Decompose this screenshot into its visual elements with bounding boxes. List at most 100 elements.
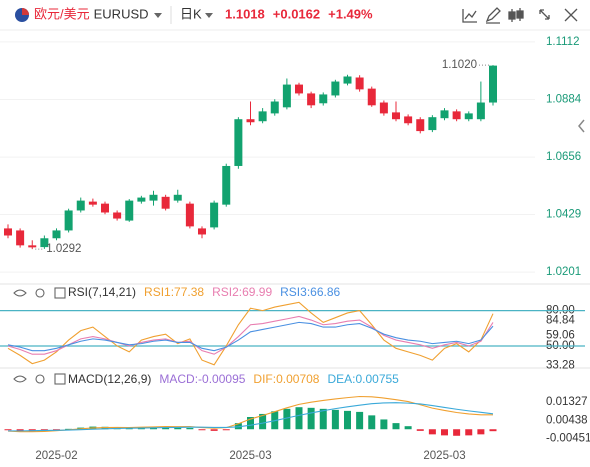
macd-bar	[4, 429, 12, 431]
collapse-icon[interactable]	[578, 119, 585, 133]
candle-body	[161, 196, 170, 209]
candle-body	[210, 202, 219, 228]
candle-body	[52, 230, 61, 239]
price-annotation: 1.0292	[46, 243, 81, 255]
candle-body	[404, 116, 413, 124]
y-tick-label: 1.0884	[546, 94, 582, 106]
dropdown-icon[interactable]	[154, 13, 162, 18]
candle-body	[113, 212, 122, 219]
macd-bar	[222, 429, 230, 431]
price: 1.1018	[225, 6, 265, 21]
candle-body	[40, 238, 49, 248]
symbol-code: EURUSD	[94, 6, 149, 21]
legend-entry: RSI1:77.38	[144, 285, 204, 299]
draw-icon[interactable]	[485, 7, 501, 24]
candle-body	[367, 88, 376, 106]
candle-body	[222, 165, 231, 205]
y-tick-label: 59.06	[546, 329, 575, 341]
candle-body	[258, 111, 267, 122]
checkbox-icon[interactable]	[54, 373, 66, 385]
macd-line	[8, 402, 494, 432]
fullscreen-icon[interactable]	[539, 9, 550, 20]
macd-bar	[186, 428, 194, 430]
y-tick-label: 0.00438	[546, 414, 588, 426]
y-tick-label: 1.0201	[546, 266, 581, 278]
macd-bar	[210, 429, 218, 431]
macd-bar	[319, 408, 327, 430]
candle-body	[270, 101, 279, 114]
macd-bar	[465, 429, 473, 436]
candle-body	[234, 119, 243, 166]
candle-body	[4, 228, 12, 236]
candle-body	[64, 210, 73, 231]
candle-body	[440, 110, 449, 119]
eye-icon[interactable]	[13, 375, 27, 383]
candle-icon[interactable]	[508, 8, 524, 22]
candle-body	[185, 203, 194, 227]
eye-icon[interactable]	[13, 289, 27, 297]
macd-bar	[477, 429, 485, 435]
candle-body	[28, 245, 37, 248]
macd-bar	[283, 408, 291, 430]
candle-body	[16, 230, 25, 246]
y-tick-label: -0.00451	[546, 432, 590, 444]
y-tick-label: 1.0429	[546, 209, 581, 221]
x-tick-label: 2025-02	[35, 450, 77, 462]
indicator-line	[7, 321, 494, 352]
x-tick-label: 2025-03	[229, 450, 271, 462]
candle-body	[198, 228, 206, 235]
candle-body	[76, 200, 85, 211]
macd-bar	[428, 429, 436, 435]
candle-body	[173, 194, 182, 201]
macd-line	[7, 395, 494, 433]
macd-bar	[16, 429, 24, 431]
candle-body	[246, 119, 255, 123]
symbol-name: 欧元/美元	[34, 6, 90, 21]
candle-body	[355, 77, 364, 90]
panel-title: MACD(12,26,9)	[68, 372, 151, 386]
dropdown-icon[interactable]	[205, 13, 213, 18]
candle-body	[343, 76, 352, 84]
macd-bar	[174, 427, 182, 430]
candle-body	[137, 197, 146, 202]
candle-body	[307, 93, 316, 106]
gear-icon[interactable]	[35, 288, 45, 298]
candle-body	[88, 201, 97, 205]
candle-body	[149, 194, 158, 201]
macd-bar	[295, 407, 303, 430]
header: 欧元/美元 EURUSD 日K 1.1018 +0.0162 +1.49%	[15, 6, 578, 24]
candle-body	[416, 119, 425, 132]
period[interactable]: 日K	[180, 6, 202, 21]
gear-icon[interactable]	[35, 374, 45, 384]
macd-bar	[344, 410, 351, 430]
macd-bar	[489, 429, 497, 432]
candle-body	[295, 84, 303, 94]
y-tick-label: 0.01327	[546, 396, 588, 408]
candle-body	[489, 65, 497, 103]
legend-entry: RSI3:66.86	[280, 285, 340, 299]
macd-bar	[441, 429, 448, 436]
candle-body	[319, 94, 328, 104]
legend-entry: MACD:-0.00095	[159, 372, 245, 386]
candle-body	[392, 112, 400, 120]
legend-entry: RSI2:69.99	[212, 285, 272, 299]
close-icon[interactable]	[564, 8, 578, 22]
indicator-line	[7, 301, 494, 366]
candle-body	[464, 113, 473, 120]
macd-bar	[404, 426, 412, 430]
panel-title: RSI(7,14,21)	[68, 285, 136, 299]
panel-tools	[13, 287, 66, 385]
price-annotation: 1.1020	[442, 59, 477, 71]
y-tick-label: 33.28	[546, 360, 575, 372]
checkbox-icon[interactable]	[54, 287, 66, 299]
flag-icon-part	[22, 8, 29, 15]
y-tick-label: 1.1112	[546, 36, 579, 48]
macd-bar	[392, 423, 400, 430]
macd-bar	[198, 429, 206, 431]
change-pct: +1.49%	[328, 6, 373, 21]
macd-bar	[331, 409, 339, 430]
indicator-icon[interactable]	[462, 9, 477, 23]
candle-body	[476, 102, 485, 120]
indicator-line	[7, 315, 494, 355]
